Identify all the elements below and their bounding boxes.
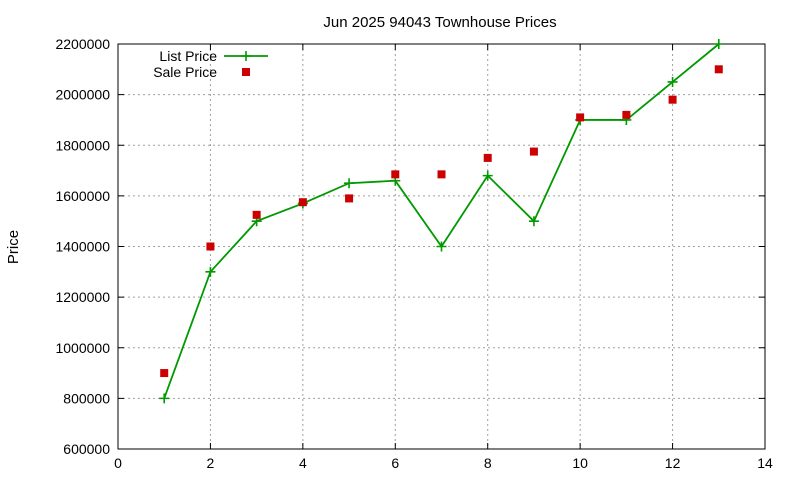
x-tick-label: 10 [572, 455, 588, 471]
series-line [163, 43, 720, 399]
data-point [206, 242, 215, 251]
y-tick-label: 600000 [63, 441, 110, 457]
legend-item: Sale Price [153, 64, 250, 80]
y-tick-label: 2000000 [55, 87, 110, 103]
legend-marker [242, 68, 250, 76]
y-tick-label: 1200000 [55, 289, 110, 305]
data-point [714, 65, 723, 74]
y-tick-label: 1000000 [55, 340, 110, 356]
data-point [159, 393, 170, 404]
x-tick-labels: 0 2 4 6 8 10 12 14 [114, 455, 773, 471]
data-point [483, 153, 492, 162]
plot-frame [117, 43, 766, 450]
x-tick-label: 14 [757, 455, 773, 471]
data-point [160, 369, 169, 378]
data-point [667, 76, 678, 87]
y-tick-label: 1800000 [55, 137, 110, 153]
legend-label: Sale Price [153, 64, 217, 80]
data-point [345, 194, 354, 203]
data-point [528, 216, 539, 227]
data-point [298, 198, 307, 207]
legend-marker [241, 51, 251, 61]
chart-title: Jun 2025 94043 Townhouse Prices [323, 14, 556, 31]
data-point [344, 178, 355, 189]
y-tick-label: 1600000 [55, 188, 110, 204]
x-tick-label: 0 [114, 455, 122, 471]
y-tick-label: 800000 [63, 390, 110, 406]
legend-item: List Price [159, 48, 268, 64]
data-point [205, 266, 216, 277]
x-tick-label: 2 [207, 455, 215, 471]
series-layer [159, 39, 724, 404]
x-tick-label: 8 [484, 455, 492, 471]
y-tick-label: 2200000 [55, 36, 110, 52]
data-point [668, 95, 677, 104]
data-point [252, 210, 261, 219]
x-tick-label: 4 [299, 455, 307, 471]
x-tick-label: 6 [391, 455, 399, 471]
x-tick-label: 12 [665, 455, 681, 471]
y-axis-label: Price [5, 230, 22, 264]
series-sale-price [160, 65, 723, 378]
data-point [391, 170, 400, 179]
data-point [437, 170, 446, 179]
legend-label: List Price [159, 48, 217, 64]
y-tick-labels: 600000 800000 1000000 1200000 1400000 1600000… [55, 36, 110, 457]
data-point [529, 147, 538, 156]
data-point [713, 39, 724, 49]
data-point [622, 110, 631, 119]
data-point [436, 241, 447, 252]
series-list-price [159, 39, 724, 404]
data-point [576, 113, 585, 122]
data-point [482, 170, 493, 181]
y-tick-label: 1400000 [55, 239, 110, 255]
